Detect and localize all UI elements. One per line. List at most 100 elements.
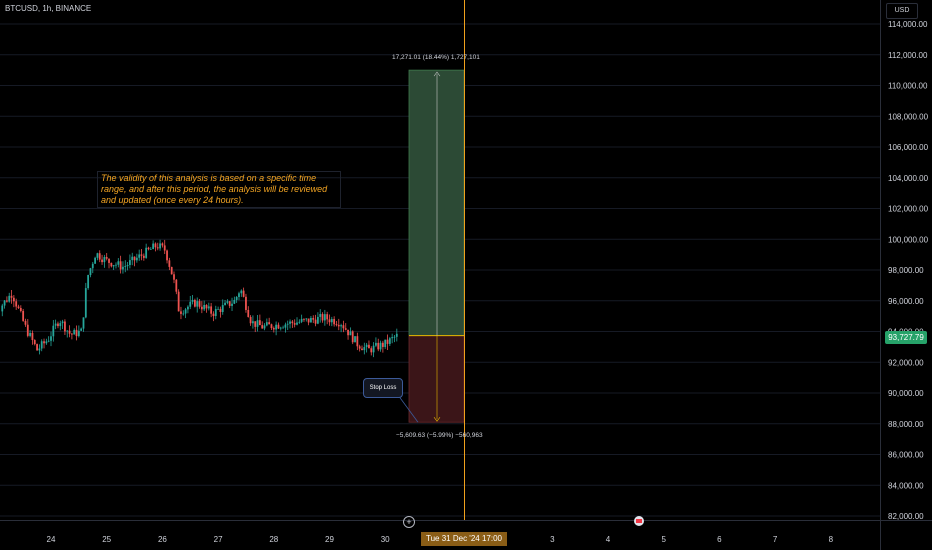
candle-body: [10, 295, 13, 298]
candle-body: [140, 254, 143, 256]
candle-body: [91, 263, 94, 269]
candle-body: [393, 336, 396, 338]
candle-body: [112, 265, 115, 267]
candle-body: [147, 247, 150, 250]
candle-body: [115, 264, 117, 266]
candle-body: [57, 323, 59, 327]
candle-body: [175, 279, 178, 292]
candle-body: [372, 345, 375, 353]
candle-body: [154, 243, 157, 248]
candle-body: [231, 303, 233, 306]
candle-body: [386, 339, 389, 344]
candle-body: [296, 322, 298, 325]
candle-body: [363, 347, 366, 351]
candle-body: [268, 322, 271, 325]
candle-body: [335, 324, 338, 326]
candle-body: [15, 301, 18, 307]
candle-body: [98, 253, 101, 260]
candle-body: [33, 340, 36, 345]
candle-body: [354, 336, 356, 343]
candle-body: [96, 253, 99, 258]
flag-icon[interactable]: [634, 516, 644, 526]
candle-body: [384, 339, 387, 347]
candle-body: [305, 318, 308, 320]
candle-body: [249, 316, 252, 324]
candle-body: [319, 314, 322, 317]
candle-body: [235, 296, 238, 300]
candle-body: [203, 304, 206, 310]
candle-body: [38, 348, 41, 351]
candle-body: [358, 346, 361, 349]
candle-body: [300, 318, 303, 322]
candle-body: [219, 308, 222, 313]
candle-body: [8, 295, 11, 302]
candle-body: [24, 320, 27, 325]
price-tick-label: 102,000.00: [888, 205, 929, 214]
candle-body: [310, 317, 312, 323]
candle-body: [45, 341, 48, 344]
stop-loss-pointer: [397, 394, 419, 423]
price-tick-label: 84,000.00: [888, 481, 924, 490]
candle-body: [377, 342, 380, 350]
candle-body: [124, 266, 127, 267]
candle-body: [73, 329, 76, 335]
price-tick-label: 104,000.00: [888, 174, 929, 183]
candle-body: [351, 331, 354, 343]
candle-body: [330, 319, 333, 323]
stop-arrow-head: [433, 417, 441, 422]
stop-loss-button[interactable]: Stop Loss: [363, 378, 403, 398]
candle-body: [82, 317, 85, 329]
candle-body: [105, 256, 108, 259]
candle-body: [108, 258, 110, 263]
candle-body: [103, 256, 106, 263]
candle-body: [321, 314, 324, 321]
candle-body: [245, 296, 247, 310]
candle-body: [70, 333, 73, 335]
candle-body: [289, 321, 291, 324]
candle-body: [316, 316, 319, 324]
candle-body: [365, 344, 368, 348]
candle-body: [256, 320, 259, 327]
candle-body: [66, 330, 69, 332]
candle-body: [238, 293, 240, 297]
candle-body: [110, 262, 113, 267]
plus-circle-icon[interactable]: +: [403, 516, 415, 528]
candle-body: [61, 321, 64, 324]
candle-body: [349, 331, 352, 336]
currency-unit-label[interactable]: USD: [886, 3, 918, 19]
candle-body: [40, 341, 43, 349]
candle-body: [342, 325, 345, 329]
candle-body: [207, 306, 210, 309]
candle-body: [277, 324, 280, 329]
candle-body: [356, 336, 359, 347]
candle-body: [326, 314, 329, 320]
candle-body: [368, 344, 370, 349]
candle-body: [272, 328, 275, 330]
candle-body: [312, 317, 315, 320]
candle-body: [149, 249, 152, 250]
price-tick-label: 106,000.00: [888, 143, 929, 152]
time-tick-label: 4: [606, 535, 611, 544]
candle-body: [282, 327, 284, 329]
candle-body: [64, 321, 66, 332]
candle-body: [52, 325, 55, 337]
candle-body: [131, 256, 134, 261]
price-tick-label: 98,000.00: [888, 266, 924, 275]
candle-body: [228, 301, 231, 306]
candle-body: [31, 332, 34, 341]
candle-body: [22, 310, 25, 321]
stop-label: −5,609.63 (−5.99%) −560,963: [396, 432, 483, 439]
candle-body: [388, 338, 391, 344]
candle-body: [36, 344, 38, 351]
candle-body: [156, 247, 159, 249]
price-tick-label: 96,000.00: [888, 297, 924, 306]
candle-body: [59, 323, 62, 327]
candle-body: [17, 306, 20, 308]
candle-body: [77, 330, 80, 337]
candle-body: [291, 321, 294, 324]
candle-body: [19, 307, 22, 311]
candle-body: [198, 301, 201, 307]
candle-body: [361, 348, 363, 351]
candle-body: [43, 341, 45, 344]
